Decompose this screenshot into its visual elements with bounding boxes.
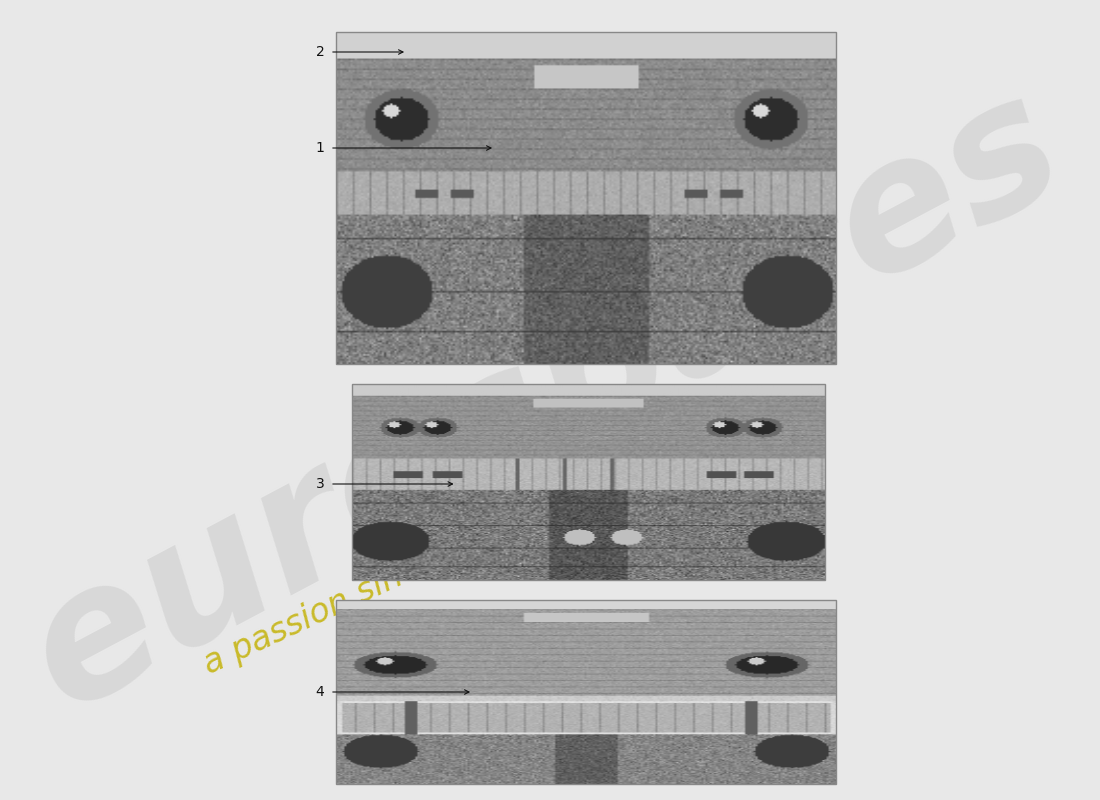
Bar xyxy=(336,32,836,364)
Text: 4: 4 xyxy=(316,685,324,699)
Bar xyxy=(336,600,836,784)
Text: 1: 1 xyxy=(316,141,324,155)
Text: 3: 3 xyxy=(316,477,324,491)
Text: 2: 2 xyxy=(316,45,324,59)
Bar xyxy=(352,384,825,580)
Text: eurospares: eurospares xyxy=(0,54,1090,746)
Text: a passion since 1985: a passion since 1985 xyxy=(198,503,530,681)
